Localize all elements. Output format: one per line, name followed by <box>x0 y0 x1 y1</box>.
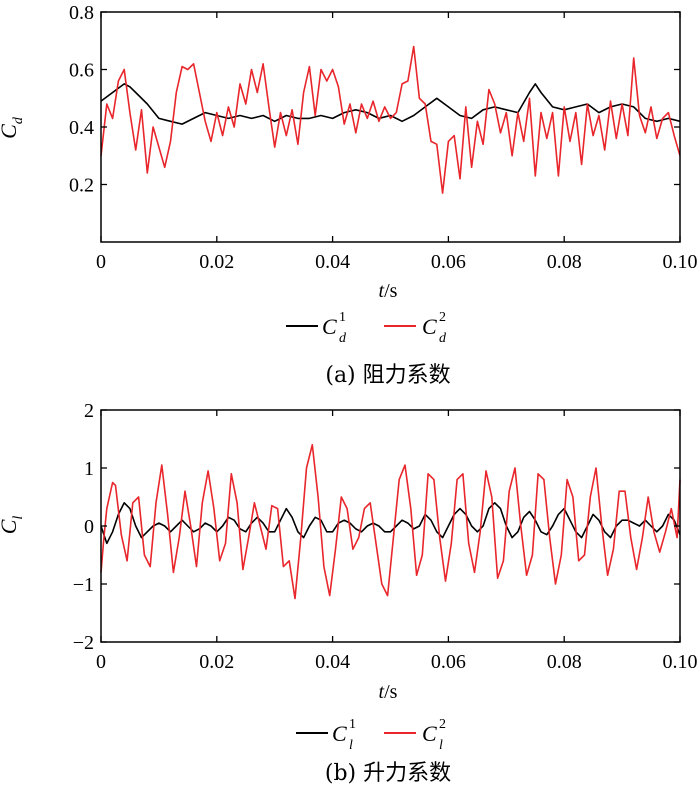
legend-label-series-2-a: C <box>422 314 437 339</box>
series-2-line-b <box>100 443 681 600</box>
legend-sup-series-2-b: 2 <box>439 717 446 732</box>
legend-label-series-1-a: C <box>322 314 337 339</box>
series-1-line-b <box>100 501 681 545</box>
plot-frame-a <box>100 11 681 243</box>
y-tick-label-b: −1 <box>73 574 94 596</box>
legend-sub-series-2-a: d <box>439 331 447 346</box>
svg-text:Cl: Cl <box>0 516 26 535</box>
lift-coefficient-chart: 0 0.02 0.04 0.06 0.08 0.10 −2 −1 0 1 2 t/s Cl C 1 … <box>0 400 698 786</box>
svg-text:Cd: Cd <box>0 116 26 139</box>
y-tick-label-b: 0 <box>84 516 94 538</box>
y-tick-label-b: −2 <box>73 632 94 654</box>
x-axis-title-a: t/s <box>379 280 398 302</box>
y-tick-label-b: 2 <box>84 400 94 422</box>
x-tick-label-b: 0.04 <box>315 651 350 673</box>
x-tick-label-a: 0.04 <box>315 251 350 273</box>
y-tick-label-a: 0.4 <box>69 117 94 139</box>
y-axis-title-a: Cd <box>0 116 26 139</box>
legend-sub-series-1-b: l <box>349 738 353 753</box>
x-tick-label-b: 0 <box>96 651 106 673</box>
legend-sup-series-1-b: 1 <box>349 717 356 732</box>
y-axis-title-b: Cl <box>0 516 26 535</box>
x-tick-label-a: 0.06 <box>431 251 466 273</box>
y-tick-label-b: 1 <box>84 458 94 480</box>
caption-a: (a) 阻力系数 <box>325 363 450 388</box>
x-tick-label-b: 0.02 <box>199 651 234 673</box>
x-tick-label-b: 0.08 <box>547 651 582 673</box>
series-1-line-a <box>100 83 681 125</box>
legend-sup-series-2-a: 2 <box>439 310 446 325</box>
legend-b: C 1 l C 2 l <box>296 717 446 753</box>
x-tick-label-a: 0.02 <box>199 251 234 273</box>
caption-b: (b) 升力系数 <box>325 761 451 786</box>
x-axis-title-b: t/s <box>379 681 398 703</box>
x-tick-label-a: 0.10 <box>663 251 698 273</box>
x-tick-label-b: 0.06 <box>431 651 466 673</box>
x-tick-label-a: 0 <box>96 251 106 273</box>
legend-label-series-2-b: C <box>422 721 437 746</box>
legend-sub-series-2-b: l <box>439 738 443 753</box>
series-2-line-a <box>100 45 681 194</box>
legend-label-series-1-b: C <box>332 721 347 746</box>
drag-coefficient-chart: 0 0.02 0.04 0.06 0.08 0.10 0.2 0.4 0.6 0.8 t/s Cd… <box>0 2 698 388</box>
x-tick-label-b: 0.10 <box>663 651 698 673</box>
x-tick-label-a: 0.08 <box>547 251 582 273</box>
y-tick-label-a: 0.8 <box>69 2 94 24</box>
legend-sub-series-1-a: d <box>339 331 347 346</box>
legend-a: C 1 d C 2 d <box>286 310 447 346</box>
y-tick-label-a: 0.2 <box>69 175 94 197</box>
legend-sup-series-1-a: 1 <box>339 310 346 325</box>
y-tick-label-a: 0.6 <box>69 60 94 82</box>
